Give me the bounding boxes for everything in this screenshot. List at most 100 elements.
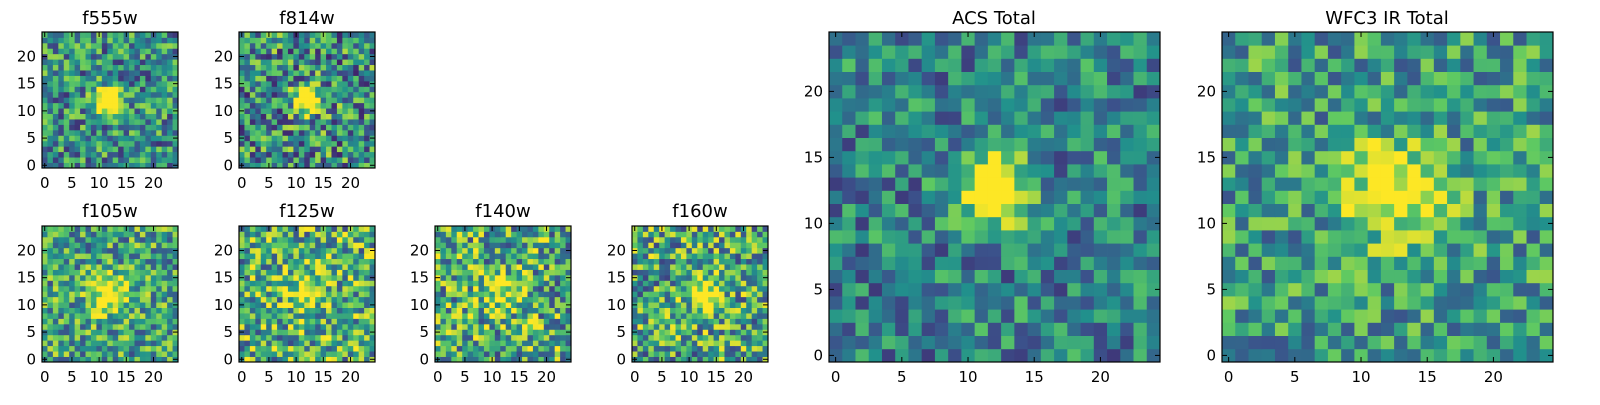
heatmap-cell	[855, 309, 869, 323]
heatmap-cell	[1054, 270, 1068, 284]
heatmap-cell	[261, 340, 267, 346]
heatmap-cell	[1487, 322, 1501, 336]
heatmap-cell	[708, 329, 714, 335]
heatmap-cell	[118, 108, 124, 114]
heatmap-cell	[47, 297, 53, 303]
heatmap-cell	[118, 86, 124, 92]
x-tick-label: 20	[341, 368, 360, 386]
heatmap-cell	[654, 280, 660, 286]
heatmap-cell	[882, 190, 896, 204]
heatmap-cell	[473, 302, 479, 308]
heatmap-cell	[321, 92, 327, 98]
heatmap-cell	[1235, 177, 1249, 191]
heatmap-cell	[511, 340, 517, 346]
heatmap-cell	[261, 302, 267, 308]
heatmap-cell	[277, 157, 283, 163]
heatmap-cell	[124, 275, 130, 281]
heatmap-cell	[1421, 256, 1435, 270]
heatmap-cell	[752, 275, 758, 281]
heatmap-cell	[1275, 349, 1289, 363]
heatmap-cell	[527, 335, 533, 341]
heatmap-cell	[47, 108, 53, 114]
heatmap-cell	[522, 340, 528, 346]
heatmap-cell	[549, 270, 555, 276]
heatmap-cell	[113, 286, 119, 292]
heatmap-cell	[670, 324, 676, 330]
heatmap-cell	[1120, 296, 1134, 310]
heatmap-cell	[1540, 309, 1554, 323]
heatmap-cell	[277, 340, 283, 346]
heatmap-cell	[1094, 283, 1108, 297]
heatmap-cell	[659, 346, 665, 352]
heatmap-cell	[1354, 204, 1368, 218]
heatmap-cell	[299, 313, 305, 319]
heatmap-cell	[244, 92, 250, 98]
heatmap-cell	[151, 43, 157, 49]
heatmap-cell	[80, 329, 86, 335]
heatmap-cell	[64, 32, 70, 38]
heatmap-cell	[304, 92, 310, 98]
heatmap-cell	[686, 302, 692, 308]
heatmap-cell	[1301, 204, 1315, 218]
heatmap-cell	[948, 151, 962, 165]
heatmap-cell	[80, 97, 86, 103]
heatmap-cell	[948, 72, 962, 86]
heatmap-cell	[342, 32, 348, 38]
heatmap-cell	[500, 270, 506, 276]
heatmap-cell	[495, 308, 501, 314]
heatmap-cell	[637, 270, 643, 276]
heatmap-cell	[708, 302, 714, 308]
heatmap-cell	[489, 270, 495, 276]
heatmap-cell	[440, 242, 446, 248]
heatmap-cell	[359, 286, 365, 292]
heatmap-cell	[462, 329, 468, 335]
heatmap-cell	[1094, 270, 1108, 284]
heatmap-cell	[326, 308, 332, 314]
heatmap-cell	[42, 291, 48, 297]
heatmap-cell	[64, 351, 70, 357]
heatmap-cell	[527, 270, 533, 276]
heatmap-cell	[42, 157, 48, 163]
heatmap-cell	[829, 230, 843, 244]
heatmap-cell	[1147, 124, 1161, 138]
heatmap-cell	[1235, 204, 1249, 218]
heatmap-cell	[47, 302, 53, 308]
heatmap-cell	[506, 226, 512, 232]
heatmap-cell	[331, 54, 337, 60]
heatmap-cell	[156, 54, 162, 60]
heatmap-cell	[272, 92, 278, 98]
heatmap-cell	[69, 146, 75, 152]
heatmap-cell	[435, 297, 441, 303]
heatmap-cell	[53, 270, 59, 276]
heatmap-cell	[331, 335, 337, 341]
heatmap-cell	[293, 253, 299, 259]
heatmap-cell	[555, 335, 561, 341]
heatmap-cell	[124, 43, 130, 49]
heatmap-cell	[544, 275, 550, 281]
heatmap-cell	[342, 92, 348, 98]
heatmap-cell	[495, 302, 501, 308]
x-tick-label: 5	[897, 368, 907, 386]
heatmap-cell	[730, 264, 736, 270]
heatmap-cell	[134, 346, 140, 352]
heatmap-cell	[1235, 349, 1249, 363]
heatmap-cell	[538, 346, 544, 352]
heatmap-cell	[1513, 349, 1527, 363]
heatmap-cell	[353, 76, 359, 82]
heatmap-cell	[489, 242, 495, 248]
heatmap-cell	[1315, 336, 1329, 350]
heatmap-cell	[239, 141, 245, 147]
heatmap-cell	[1513, 256, 1527, 270]
heatmap-cell	[1107, 32, 1121, 46]
heatmap-cell	[961, 190, 975, 204]
heatmap-cell	[1081, 256, 1095, 270]
heatmap-cell	[310, 248, 316, 254]
heatmap-cell	[665, 324, 671, 330]
heatmap-cell	[134, 141, 140, 147]
heatmap-cell	[353, 124, 359, 130]
heatmap-cell	[457, 297, 463, 303]
heatmap-cell	[462, 351, 468, 357]
y-tick-label: 10	[17, 102, 36, 120]
heatmap-cell	[261, 32, 267, 38]
